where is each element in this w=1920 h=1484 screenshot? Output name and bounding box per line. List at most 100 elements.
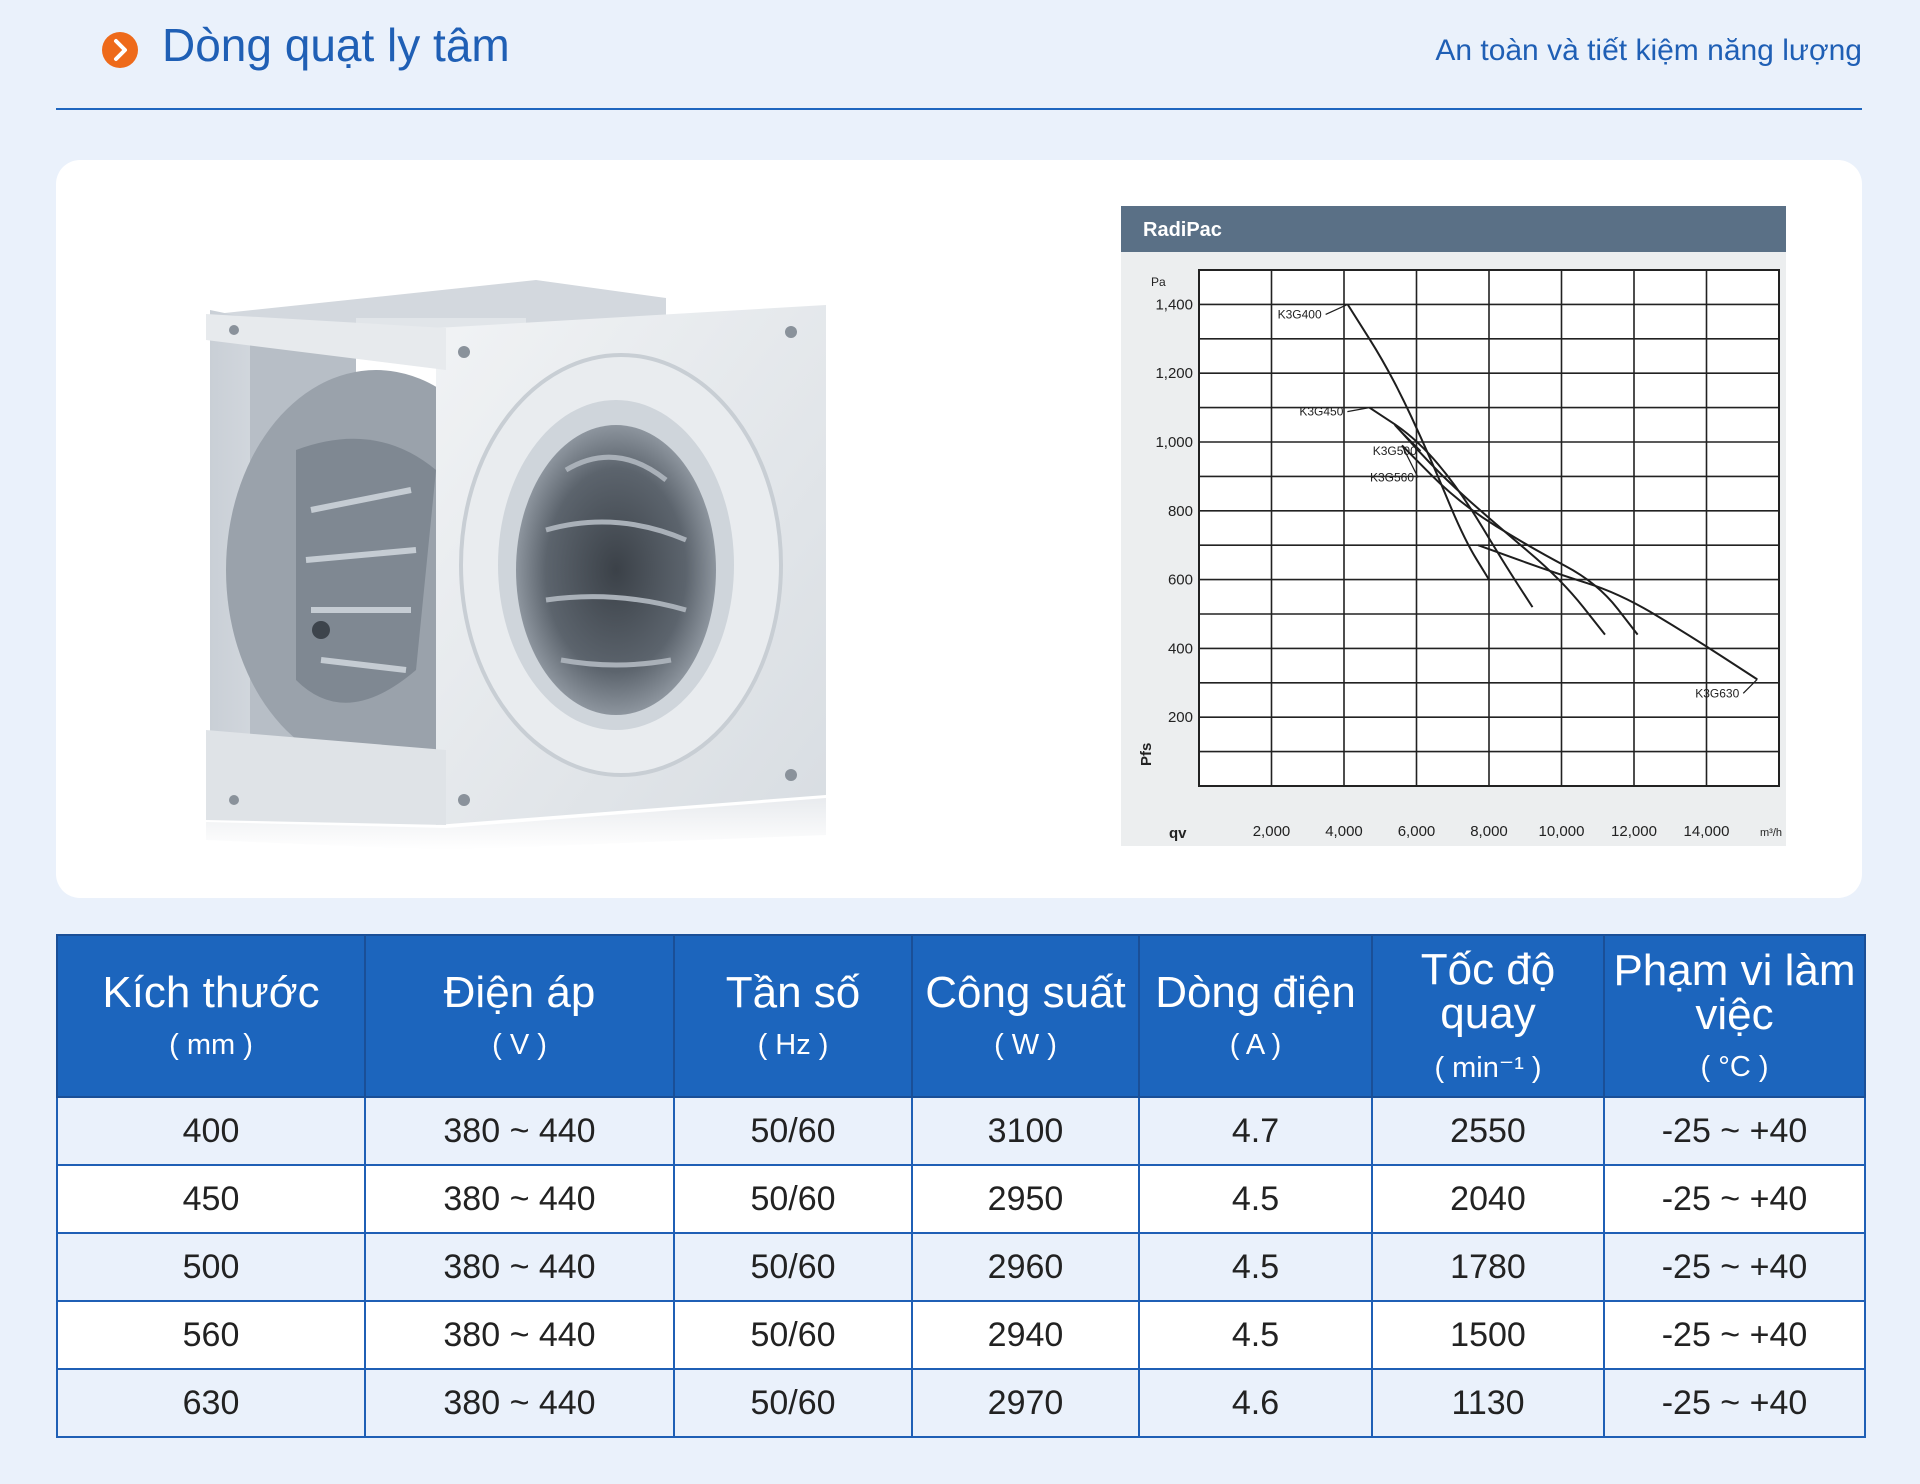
column-header-unit: ( A ) — [1229, 1028, 1282, 1061]
table-cell: 380 ~ 440 — [364, 1096, 675, 1166]
table-cell: 2550 — [1371, 1096, 1605, 1166]
table-cell: 4.5 — [1138, 1164, 1373, 1234]
column-header-label: Tần số — [725, 967, 861, 1017]
series-leader-line — [1325, 303, 1348, 315]
table-cell: -25 ~ +40 — [1603, 1232, 1866, 1302]
table-cell: -25 ~ +40 — [1603, 1368, 1866, 1438]
performance-chart: RadiPac 200 400 600 800 1,000 1,200 1,400 2,000 4… — [1121, 206, 1786, 846]
table-cell: 4.7 — [1138, 1096, 1373, 1166]
table-cell: 380 ~ 440 — [364, 1164, 675, 1234]
column-header: Kích thước ( mm ) — [56, 934, 366, 1098]
column-header-unit: ( V ) — [492, 1028, 547, 1061]
table-cell: 2040 — [1371, 1164, 1605, 1234]
table-cell: 400 — [56, 1096, 366, 1166]
chevron-right-icon — [102, 32, 138, 68]
chart-title-bar — [1121, 206, 1786, 252]
x-tick-label: 6,000 — [1398, 823, 1436, 840]
y-axis-label: Pfs — [1138, 743, 1155, 766]
series-line — [1394, 424, 1606, 636]
table-cell: 500 — [56, 1232, 366, 1302]
series-label: K3G560 — [1370, 470, 1414, 484]
table-row: 450 380 ~ 440 50/60 2950 4.5 2040 -25 ~ +40 — [56, 1164, 1866, 1234]
column-header-label: Tốc độ quay — [1420, 944, 1556, 1038]
column-header: Dòng điện ( A ) — [1138, 934, 1373, 1098]
column-header-label: Phạm vi làm việc — [1613, 945, 1856, 1039]
table-cell: -25 ~ +40 — [1603, 1300, 1866, 1370]
column-header-unit: ( mm ) — [169, 1028, 253, 1061]
table-cell: 1780 — [1371, 1232, 1605, 1302]
y-tick-label: 200 — [1168, 709, 1193, 726]
table-cell: 3100 — [911, 1096, 1140, 1166]
column-header-label: Công suất — [925, 967, 1126, 1017]
series-line — [1368, 406, 1534, 608]
table-row: 400 380 ~ 440 50/60 3100 4.7 2550 -25 ~ +40 — [56, 1096, 1866, 1166]
y-tick-label: 600 — [1168, 572, 1193, 589]
column-header: Tốc độ quay ( min⁻¹ ) — [1371, 934, 1605, 1098]
column-header: Tần số ( Hz ) — [673, 934, 913, 1098]
product-hero: RadiPac 200 400 600 800 1,000 1,200 1,400 2,000 4… — [56, 160, 1862, 898]
y-tick-label: 400 — [1168, 640, 1193, 657]
y-tick-label: 1,200 — [1155, 365, 1193, 382]
column-header: Công suất ( W ) — [911, 934, 1140, 1098]
table-cell: 4.6 — [1138, 1368, 1373, 1438]
table-cell: 380 ~ 440 — [364, 1232, 675, 1302]
table-cell: 380 ~ 440 — [364, 1300, 675, 1370]
chart-title: RadiPac — [1143, 219, 1222, 241]
table-cell: 2970 — [911, 1368, 1140, 1438]
column-header-label: Dòng điện — [1155, 967, 1356, 1017]
page-subtitle: An toàn và tiết kiệm năng lượng — [1435, 34, 1862, 67]
table-row: 560 380 ~ 440 50/60 2940 4.5 1500 -25 ~ +40 — [56, 1300, 1866, 1370]
table-cell: 1500 — [1371, 1300, 1605, 1370]
column-header-unit: ( Hz ) — [757, 1028, 829, 1061]
x-unit-label: m³/h — [1760, 827, 1782, 839]
series-line — [1477, 544, 1758, 681]
y-tick-label: 1,400 — [1155, 296, 1193, 313]
centrifugal-fan-illustration — [206, 280, 826, 850]
table-cell: 50/60 — [673, 1232, 913, 1302]
column-header-label: Điện áp — [443, 967, 596, 1017]
series-line — [1401, 444, 1639, 636]
column-header-label: Kích thước — [102, 967, 320, 1017]
x-tick-label: 2,000 — [1253, 823, 1291, 840]
table-cell: 450 — [56, 1164, 366, 1234]
x-tick-label: 14,000 — [1684, 823, 1730, 840]
series-label: K3G500 — [1373, 444, 1417, 458]
y-tick-label: 800 — [1168, 503, 1193, 520]
series-leader-line — [1401, 445, 1419, 478]
table-cell: -25 ~ +40 — [1603, 1096, 1866, 1166]
y-unit-label: Pa — [1151, 275, 1166, 289]
series-leader-line — [1347, 407, 1370, 413]
page-title: Dòng quạt ly tâm — [162, 19, 510, 71]
table-cell: 2940 — [911, 1300, 1140, 1370]
y-tick-label: 1,000 — [1155, 434, 1193, 451]
table-body: 400 380 ~ 440 50/60 3100 4.7 2550 -25 ~ +40 450… — [56, 1096, 1866, 1438]
spec-table: Kích thước ( mm ) Điện áp ( V ) Tần số ( Hz )… — [56, 934, 1866, 1438]
table-cell: 50/60 — [673, 1368, 913, 1438]
series-line — [1346, 303, 1490, 581]
table-row: 630 380 ~ 440 50/60 2970 4.6 1130 -25 ~ +40 — [56, 1368, 1866, 1438]
series-leader-line — [1394, 424, 1422, 452]
x-tick-label: 8,000 — [1470, 823, 1508, 840]
table-cell: 50/60 — [673, 1300, 913, 1370]
column-header: Điện áp ( V ) — [364, 934, 675, 1098]
column-header: Phạm vi làm việc ( °C ) — [1603, 934, 1866, 1098]
series-label: K3G400 — [1278, 307, 1322, 321]
column-header-unit: ( °C ) — [1700, 1050, 1769, 1083]
page-header: Dòng quạt ly tâm An toàn và tiết kiệm nă… — [56, 0, 1862, 110]
table-cell: 380 ~ 440 — [364, 1368, 675, 1438]
series-label: K3G630 — [1695, 686, 1739, 700]
table-cell: 560 — [56, 1300, 366, 1370]
column-header-unit: ( min⁻¹ ) — [1434, 1051, 1542, 1084]
table-cell: 50/60 — [673, 1096, 913, 1166]
x-tick-label: 4,000 — [1325, 823, 1363, 840]
table-cell: 4.5 — [1138, 1232, 1373, 1302]
table-cell: 50/60 — [673, 1164, 913, 1234]
series-leader-line — [1742, 678, 1758, 694]
table-row: 500 380 ~ 440 50/60 2960 4.5 1780 -25 ~ +40 — [56, 1232, 1866, 1302]
table-header-row: Kích thước ( mm ) Điện áp ( V ) Tần số ( Hz )… — [56, 934, 1866, 1098]
table-cell: -25 ~ +40 — [1603, 1164, 1866, 1234]
table-cell: 2950 — [911, 1164, 1140, 1234]
x-axis-label: qv — [1169, 825, 1187, 842]
x-tick-label: 12,000 — [1611, 823, 1657, 840]
table-cell: 1130 — [1371, 1368, 1605, 1438]
